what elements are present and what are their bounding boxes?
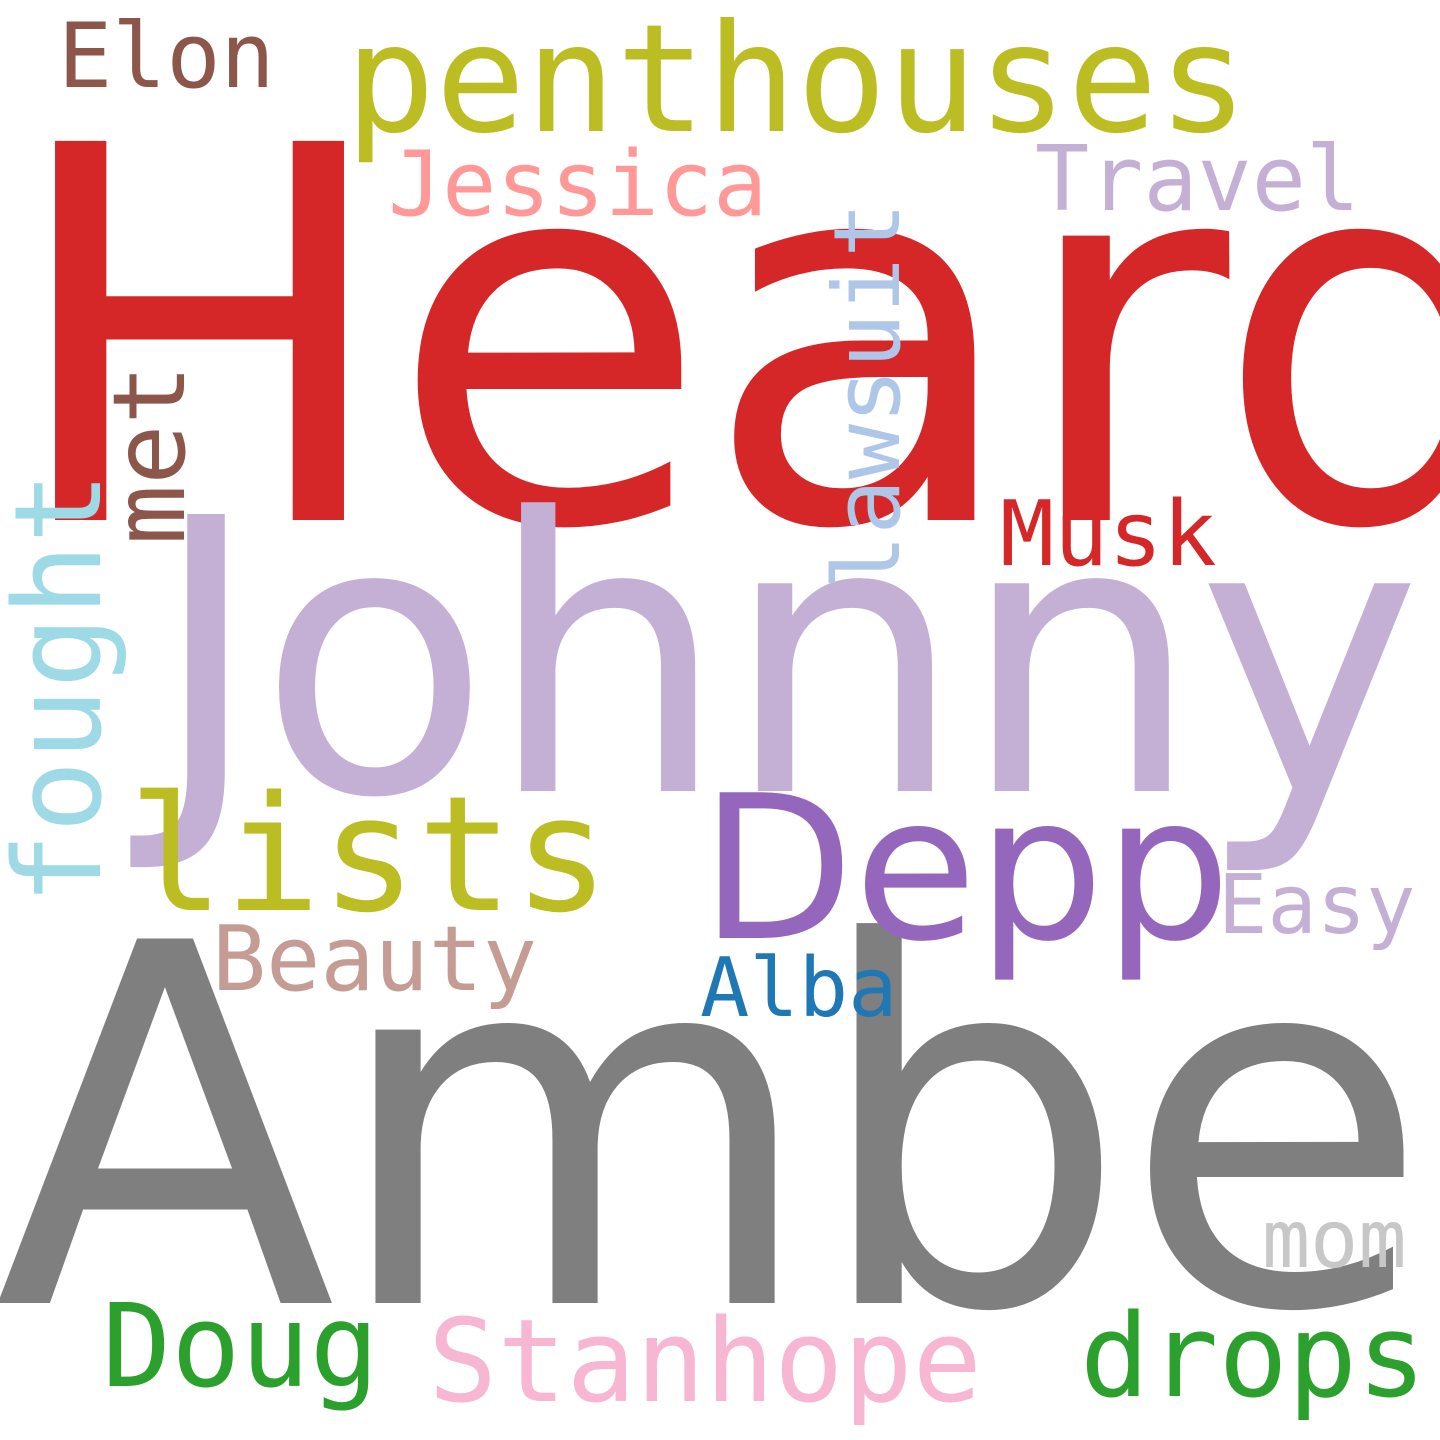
word-doug: Doug [102,1280,379,1414]
word-elon: Elon [58,4,275,109]
word-johnny: Johnny [150,438,1422,881]
word-jessica: Jessica [388,132,768,237]
word-lawsuit: lawsuit [814,202,921,590]
word-easy: Easy [1218,858,1416,953]
word-travel: Travel [1035,127,1361,232]
word-amber: Amber [0,839,1440,1421]
word-stanhope: Stanhope [428,1295,982,1429]
word-depp: Depp [700,753,1231,986]
word-drops: drops [1080,1290,1427,1424]
word-heard: Heard [4,37,1440,643]
word-lists: lists [128,761,610,948]
word-met: met [91,364,208,545]
word-musk: Musk [1000,482,1217,587]
word-penthouses: penthouses [345,0,1249,167]
word-alba: Alba [700,941,898,1036]
word-beauty: Beauty [212,907,538,1012]
word-mom: mom [1262,1193,1407,1286]
